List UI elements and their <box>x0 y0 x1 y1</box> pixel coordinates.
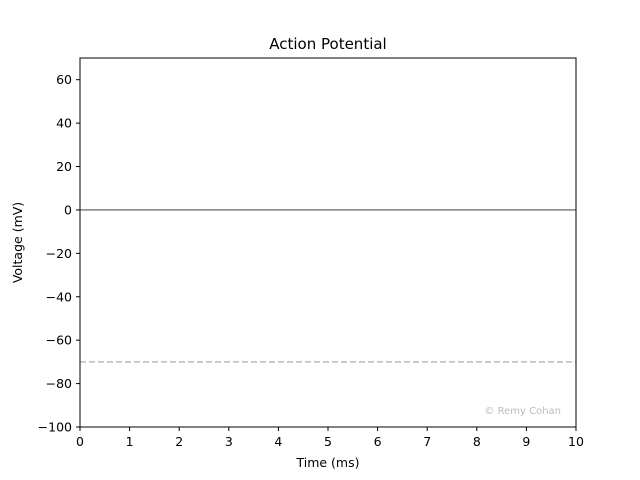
x-tick-label: 8 <box>473 434 481 449</box>
y-tick-label: 0 <box>64 202 72 217</box>
x-tick-label: 0 <box>76 434 84 449</box>
x-tick-label: 9 <box>522 434 530 449</box>
y-tick-label: 60 <box>56 72 72 87</box>
x-tick-label: 3 <box>225 434 233 449</box>
y-tick-label: −100 <box>38 420 72 435</box>
y-tick-label: −80 <box>46 376 72 391</box>
x-axis-ticks: 0 1 2 3 4 5 6 7 8 9 10 <box>76 427 584 449</box>
x-tick-label: 10 <box>568 434 584 449</box>
reference-lines <box>80 209 576 363</box>
y-axis-label: Voltage (mV) <box>10 202 25 283</box>
y-tick-label: −60 <box>46 333 72 348</box>
x-tick-label: 2 <box>175 434 183 449</box>
y-tick-label: 40 <box>56 116 72 131</box>
plot-area-frame <box>79 57 577 428</box>
chart-title: Action Potential <box>269 35 386 53</box>
x-axis-label: Time (ms) <box>295 455 359 470</box>
y-axis-ticks: 60 40 20 0 −20 −40 −60 −80 −100 <box>38 72 80 435</box>
x-tick-label: 1 <box>126 434 134 449</box>
x-tick-label: 4 <box>274 434 282 449</box>
y-tick-label: 20 <box>56 159 72 174</box>
x-tick-label: 5 <box>324 434 332 449</box>
y-tick-label: −20 <box>46 246 72 261</box>
copyright-annotation: © Remy Cohan <box>484 406 561 417</box>
x-tick-label: 6 <box>374 434 382 449</box>
x-tick-label: 7 <box>423 434 431 449</box>
y-tick-label: −40 <box>46 289 72 304</box>
